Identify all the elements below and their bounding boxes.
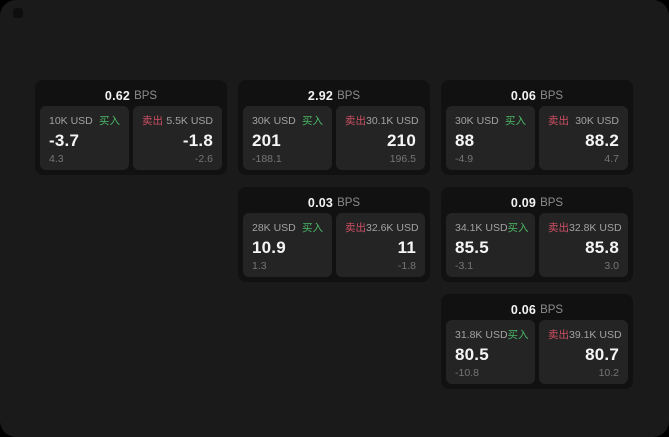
quote-body: 30K USD 买入 201 -188.1 卖出 30.1K USD 210 1… xyxy=(243,106,425,170)
buy-panel[interactable]: 34.1K USD 买入 85.5 -3.1 xyxy=(446,213,535,277)
sell-price: 85.8 xyxy=(585,238,619,258)
bps-header: 0.62 BPS xyxy=(40,85,222,106)
buy-change: -4.9 xyxy=(455,152,474,165)
buy-amount: 10K USD xyxy=(49,115,93,127)
sell-amount: 30.1K USD xyxy=(366,115,419,127)
quote-card: 0.03 BPS 28K USD 买入 10.9 1.3 卖出 32.6K US… xyxy=(238,187,430,282)
bps-value: 0.03 xyxy=(307,195,334,210)
sell-amount: 5.5K USD xyxy=(166,115,213,127)
buy-price: 201 xyxy=(252,131,281,151)
bps-value: 0.06 xyxy=(510,302,537,317)
quote-card: 0.62 BPS 10K USD 买入 -3.7 4.3 卖出 5.5K USD xyxy=(35,80,227,175)
sell-price: 210 xyxy=(387,131,416,151)
sell-amount: 32.8K USD xyxy=(569,222,622,234)
sell-panel[interactable]: 卖出 39.1K USD 80.7 10.2 xyxy=(539,320,628,384)
sell-side-label: 卖出 xyxy=(548,329,569,341)
sell-price: 88.2 xyxy=(585,131,619,151)
quote-card: 0.06 BPS 30K USD 买入 88 -4.9 卖出 30K USD xyxy=(441,80,633,175)
quote-cards-grid: 0.62 BPS 10K USD 买入 -3.7 4.3 卖出 5.5K USD xyxy=(35,80,633,389)
sell-amount: 39.1K USD xyxy=(569,329,622,341)
bps-value: 0.06 xyxy=(510,88,537,103)
buy-panel[interactable]: 28K USD 买入 10.9 1.3 xyxy=(243,213,332,277)
buy-price: 88 xyxy=(455,131,475,151)
sell-side-label: 卖出 xyxy=(548,222,569,234)
bps-label: BPS xyxy=(337,196,361,209)
buy-side-label: 买入 xyxy=(505,115,526,127)
buy-price: 80.5 xyxy=(455,345,489,365)
buy-change: -188.1 xyxy=(252,152,282,165)
sell-change: 3.0 xyxy=(604,259,619,272)
sell-price: 80.7 xyxy=(585,345,619,365)
bps-header: 2.92 BPS xyxy=(243,85,425,106)
buy-panel[interactable]: 31.8K USD 买入 80.5 -10.8 xyxy=(446,320,535,384)
buy-change: -10.8 xyxy=(455,366,479,379)
buy-side-label: 买入 xyxy=(507,222,529,234)
quote-body: 30K USD 买入 88 -4.9 卖出 30K USD 88.2 4.7 xyxy=(446,106,628,170)
sell-panel[interactable]: 卖出 5.5K USD -1.8 -2.6 xyxy=(133,106,222,170)
buy-side-label: 买入 xyxy=(99,115,120,127)
buy-change: -3.1 xyxy=(455,259,474,272)
quote-card: 0.09 BPS 34.1K USD 买入 85.5 -3.1 卖出 32.8K… xyxy=(441,187,633,282)
bps-header: 0.06 BPS xyxy=(446,85,628,106)
quote-card: 2.92 BPS 30K USD 买入 201 -188.1 卖出 30.1K … xyxy=(238,80,430,175)
buy-price: -3.7 xyxy=(49,131,80,151)
sell-change: 10.2 xyxy=(598,366,619,379)
sell-amount: 32.6K USD xyxy=(366,222,419,234)
buy-price: 85.5 xyxy=(455,238,489,258)
buy-amount: 30K USD xyxy=(252,115,296,127)
sell-panel[interactable]: 卖出 30K USD 88.2 4.7 xyxy=(539,106,628,170)
bps-value: 2.92 xyxy=(307,88,334,103)
sell-panel[interactable]: 卖出 30.1K USD 210 196.5 xyxy=(336,106,425,170)
bps-label: BPS xyxy=(540,303,564,316)
quote-body: 10K USD 买入 -3.7 4.3 卖出 5.5K USD -1.8 -2.… xyxy=(40,106,222,170)
buy-price: 10.9 xyxy=(252,238,286,258)
sell-panel[interactable]: 卖出 32.6K USD 11 -1.8 xyxy=(336,213,425,277)
sell-price: 11 xyxy=(397,238,416,258)
buy-amount: 31.8K USD xyxy=(455,329,508,341)
sell-change: 4.7 xyxy=(604,152,619,165)
sell-amount: 30K USD xyxy=(575,115,619,127)
quote-card: 0.06 BPS 31.8K USD 买入 80.5 -10.8 卖出 39.1… xyxy=(441,294,633,389)
sell-change: 196.5 xyxy=(389,152,416,165)
bps-value: 0.09 xyxy=(510,195,537,210)
buy-panel[interactable]: 30K USD 买入 201 -188.1 xyxy=(243,106,332,170)
quote-body: 31.8K USD 买入 80.5 -10.8 卖出 39.1K USD 80.… xyxy=(446,320,628,384)
bps-label: BPS xyxy=(337,89,361,102)
quote-body: 28K USD 买入 10.9 1.3 卖出 32.6K USD 11 -1.8 xyxy=(243,213,425,277)
buy-change: 4.3 xyxy=(49,152,64,165)
bps-label: BPS xyxy=(134,89,158,102)
buy-side-label: 买入 xyxy=(302,222,323,234)
bps-header: 0.09 BPS xyxy=(446,192,628,213)
buy-panel[interactable]: 30K USD 买入 88 -4.9 xyxy=(446,106,535,170)
sell-price: -1.8 xyxy=(182,131,213,151)
app-logo-icon xyxy=(13,8,23,18)
sell-change: -2.6 xyxy=(194,152,213,165)
sell-panel[interactable]: 卖出 32.8K USD 85.8 3.0 xyxy=(539,213,628,277)
buy-amount: 30K USD xyxy=(455,115,499,127)
sell-side-label: 卖出 xyxy=(142,115,163,127)
bps-label: BPS xyxy=(540,196,564,209)
buy-change: 1.3 xyxy=(252,259,267,272)
sell-side-label: 卖出 xyxy=(345,222,366,234)
quote-body: 34.1K USD 买入 85.5 -3.1 卖出 32.8K USD 85.8… xyxy=(446,213,628,277)
sell-side-label: 卖出 xyxy=(345,115,366,127)
buy-panel[interactable]: 10K USD 买入 -3.7 4.3 xyxy=(40,106,129,170)
bps-header: 0.03 BPS xyxy=(243,192,425,213)
buy-amount: 34.1K USD xyxy=(455,222,508,234)
buy-side-label: 买入 xyxy=(507,329,529,341)
bps-label: BPS xyxy=(540,89,564,102)
sell-change: -1.8 xyxy=(397,259,416,272)
bps-header: 0.06 BPS xyxy=(446,299,628,320)
buy-amount: 28K USD xyxy=(252,222,296,234)
buy-side-label: 买入 xyxy=(302,115,323,127)
sell-side-label: 卖出 xyxy=(548,115,569,127)
bps-value: 0.62 xyxy=(104,88,131,103)
